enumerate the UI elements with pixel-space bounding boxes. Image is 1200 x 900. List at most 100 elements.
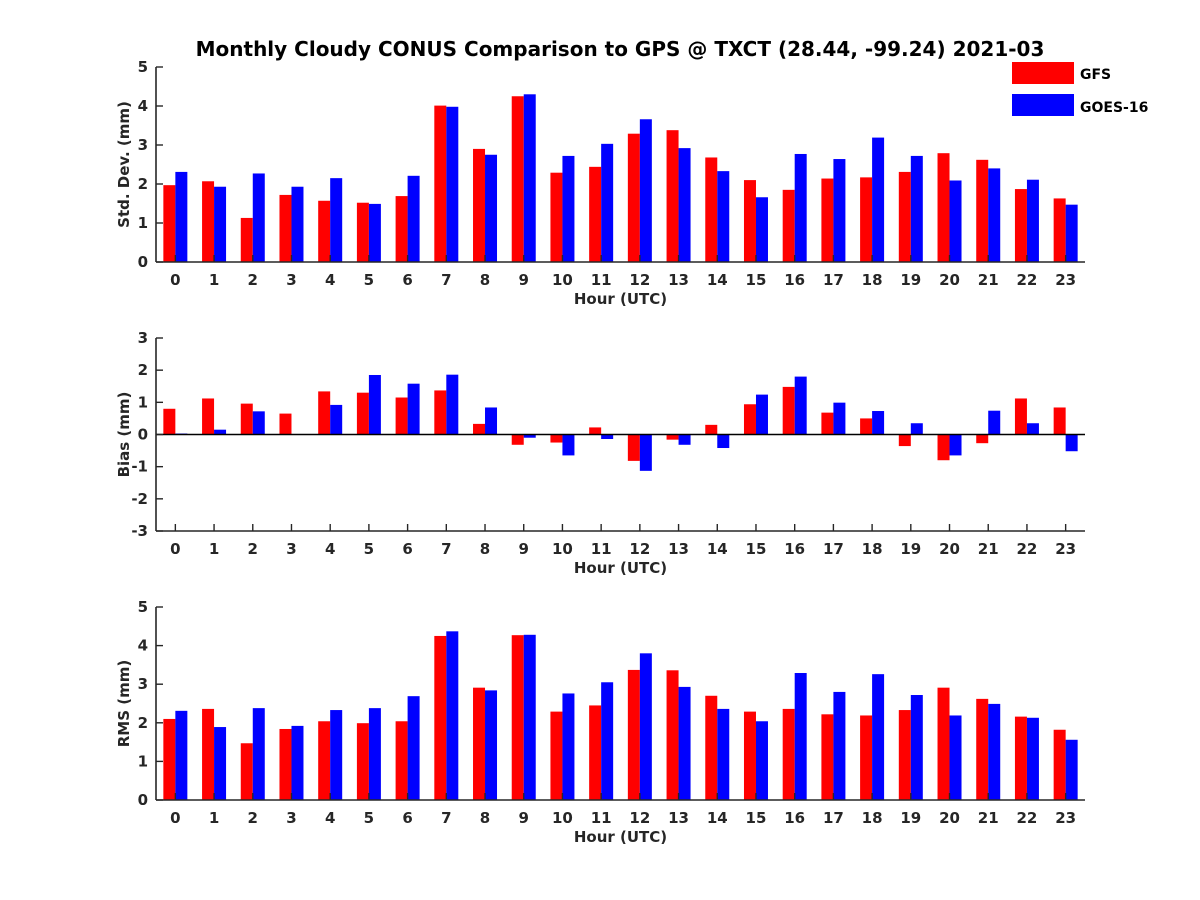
x-tick-label: 3 — [286, 540, 296, 558]
y-tick-label: 2 — [138, 175, 148, 193]
x-tick-label: 4 — [325, 540, 335, 558]
bar-gfs-hour-21 — [976, 698, 989, 800]
x-axis-label: Hour (UTC) — [574, 828, 667, 846]
x-tick-label: 21 — [978, 271, 999, 289]
x-tick-label: 7 — [441, 809, 451, 827]
bar-goes16-hour-5 — [368, 203, 381, 262]
y-tick-label: 4 — [138, 637, 148, 655]
x-tick-label: 16 — [784, 540, 805, 558]
bar-gfs-hour-14 — [705, 424, 718, 435]
bar-goes16-hour-19 — [910, 695, 923, 800]
bar-gfs-hour-4 — [318, 200, 331, 262]
y-tick-label: 0 — [138, 791, 148, 809]
y-tick-label: 0 — [138, 253, 148, 271]
chart-title: Monthly Cloudy CONUS Comparison to GPS @… — [196, 37, 1045, 61]
bar-gfs-hour-16 — [782, 386, 795, 435]
bar-goes16-hour-20 — [949, 434, 962, 456]
bar-gfs-hour-23 — [1053, 729, 1066, 800]
x-tick-label: 21 — [978, 809, 999, 827]
bar-goes16-hour-16 — [794, 376, 807, 435]
bar-gfs-hour-12 — [627, 434, 640, 461]
bar-gfs-hour-4 — [318, 721, 331, 800]
bar-goes16-hour-6 — [407, 175, 420, 262]
x-tick-label: 4 — [325, 271, 335, 289]
bar-goes16-hour-16 — [794, 153, 807, 262]
x-tick-label: 3 — [286, 271, 296, 289]
bar-goes16-hour-1 — [214, 429, 227, 435]
x-tick-label: 18 — [862, 809, 883, 827]
x-tick-label: 7 — [441, 540, 451, 558]
bar-gfs-hour-1 — [202, 708, 215, 800]
x-tick-label: 6 — [402, 540, 412, 558]
bar-goes16-hour-18 — [872, 411, 885, 435]
bar-gfs-hour-8 — [473, 148, 486, 262]
legend-swatch-goes16 — [1012, 94, 1074, 116]
bar-goes16-hour-19 — [910, 423, 923, 435]
bar-goes16-hour-11 — [601, 682, 614, 800]
x-tick-label: 9 — [519, 809, 529, 827]
bar-gfs-hour-3 — [279, 194, 292, 262]
bar-gfs-hour-0 — [163, 408, 176, 435]
bar-gfs-hour-7 — [434, 105, 447, 262]
bar-goes16-hour-8 — [485, 154, 498, 262]
bar-gfs-hour-16 — [782, 189, 795, 262]
bar-gfs-hour-12 — [627, 669, 640, 800]
bar-goes16-hour-22 — [1026, 179, 1039, 262]
bar-goes16-hour-16 — [794, 673, 807, 800]
bar-goes16-hour-5 — [368, 374, 381, 435]
bar-goes16-hour-9 — [523, 434, 536, 438]
bar-goes16-hour-23 — [1065, 204, 1078, 262]
bar-goes16-hour-15 — [755, 721, 768, 800]
bar-goes16-hour-13 — [678, 148, 691, 262]
x-tick-label: 1 — [209, 540, 219, 558]
bar-goes16-hour-18 — [872, 137, 885, 262]
x-tick-label: 2 — [248, 809, 258, 827]
bar-goes16-hour-14 — [717, 434, 730, 449]
x-tick-label: 17 — [823, 540, 844, 558]
x-axis-label: Hour (UTC) — [574, 559, 667, 577]
y-tick-label: 5 — [138, 58, 148, 76]
y-axis-label: Bias (mm) — [115, 392, 133, 478]
bar-gfs-hour-10 — [550, 172, 563, 262]
x-tick-label: 13 — [668, 271, 689, 289]
bar-gfs-hour-17 — [821, 178, 834, 262]
bar-gfs-hour-15 — [743, 711, 756, 800]
bar-gfs-hour-1 — [202, 398, 215, 435]
bar-goes16-hour-15 — [755, 394, 768, 435]
x-tick-label: 22 — [1017, 540, 1038, 558]
bar-gfs-hour-16 — [782, 708, 795, 800]
bar-gfs-hour-23 — [1053, 198, 1066, 262]
bar-goes16-hour-11 — [601, 143, 614, 262]
bar-goes16-hour-22 — [1026, 717, 1039, 800]
bar-gfs-hour-13 — [666, 670, 679, 800]
bar-goes16-hour-9 — [523, 94, 536, 262]
bar-gfs-hour-12 — [627, 133, 640, 262]
bar-goes16-hour-2 — [252, 411, 265, 435]
bar-gfs-hour-20 — [937, 153, 950, 262]
x-tick-label: 15 — [746, 540, 767, 558]
x-tick-label: 2 — [248, 540, 258, 558]
bar-gfs-hour-19 — [898, 710, 911, 800]
x-tick-label: 10 — [552, 809, 573, 827]
bar-goes16-hour-8 — [485, 407, 498, 435]
y-tick-label: 0 — [138, 426, 148, 444]
bar-goes16-hour-0 — [175, 171, 188, 262]
x-tick-label: 15 — [746, 809, 767, 827]
y-tick-label: -1 — [131, 458, 148, 476]
legend-label-gfs: GFS — [1080, 67, 1111, 83]
x-tick-label: 13 — [668, 809, 689, 827]
bar-goes16-hour-19 — [910, 155, 923, 262]
bar-goes16-hour-21 — [988, 168, 1001, 262]
bar-goes16-hour-18 — [872, 674, 885, 800]
bar-gfs-hour-6 — [395, 721, 408, 800]
bar-gfs-hour-9 — [511, 96, 524, 262]
x-tick-label: 8 — [480, 540, 490, 558]
x-tick-label: 22 — [1017, 271, 1038, 289]
bar-goes16-hour-20 — [949, 180, 962, 262]
bar-goes16-hour-10 — [562, 155, 575, 262]
bar-goes16-hour-15 — [755, 197, 768, 262]
bar-gfs-hour-22 — [1014, 189, 1027, 262]
bar-goes16-hour-2 — [252, 173, 265, 262]
bar-goes16-hour-14 — [717, 708, 730, 800]
